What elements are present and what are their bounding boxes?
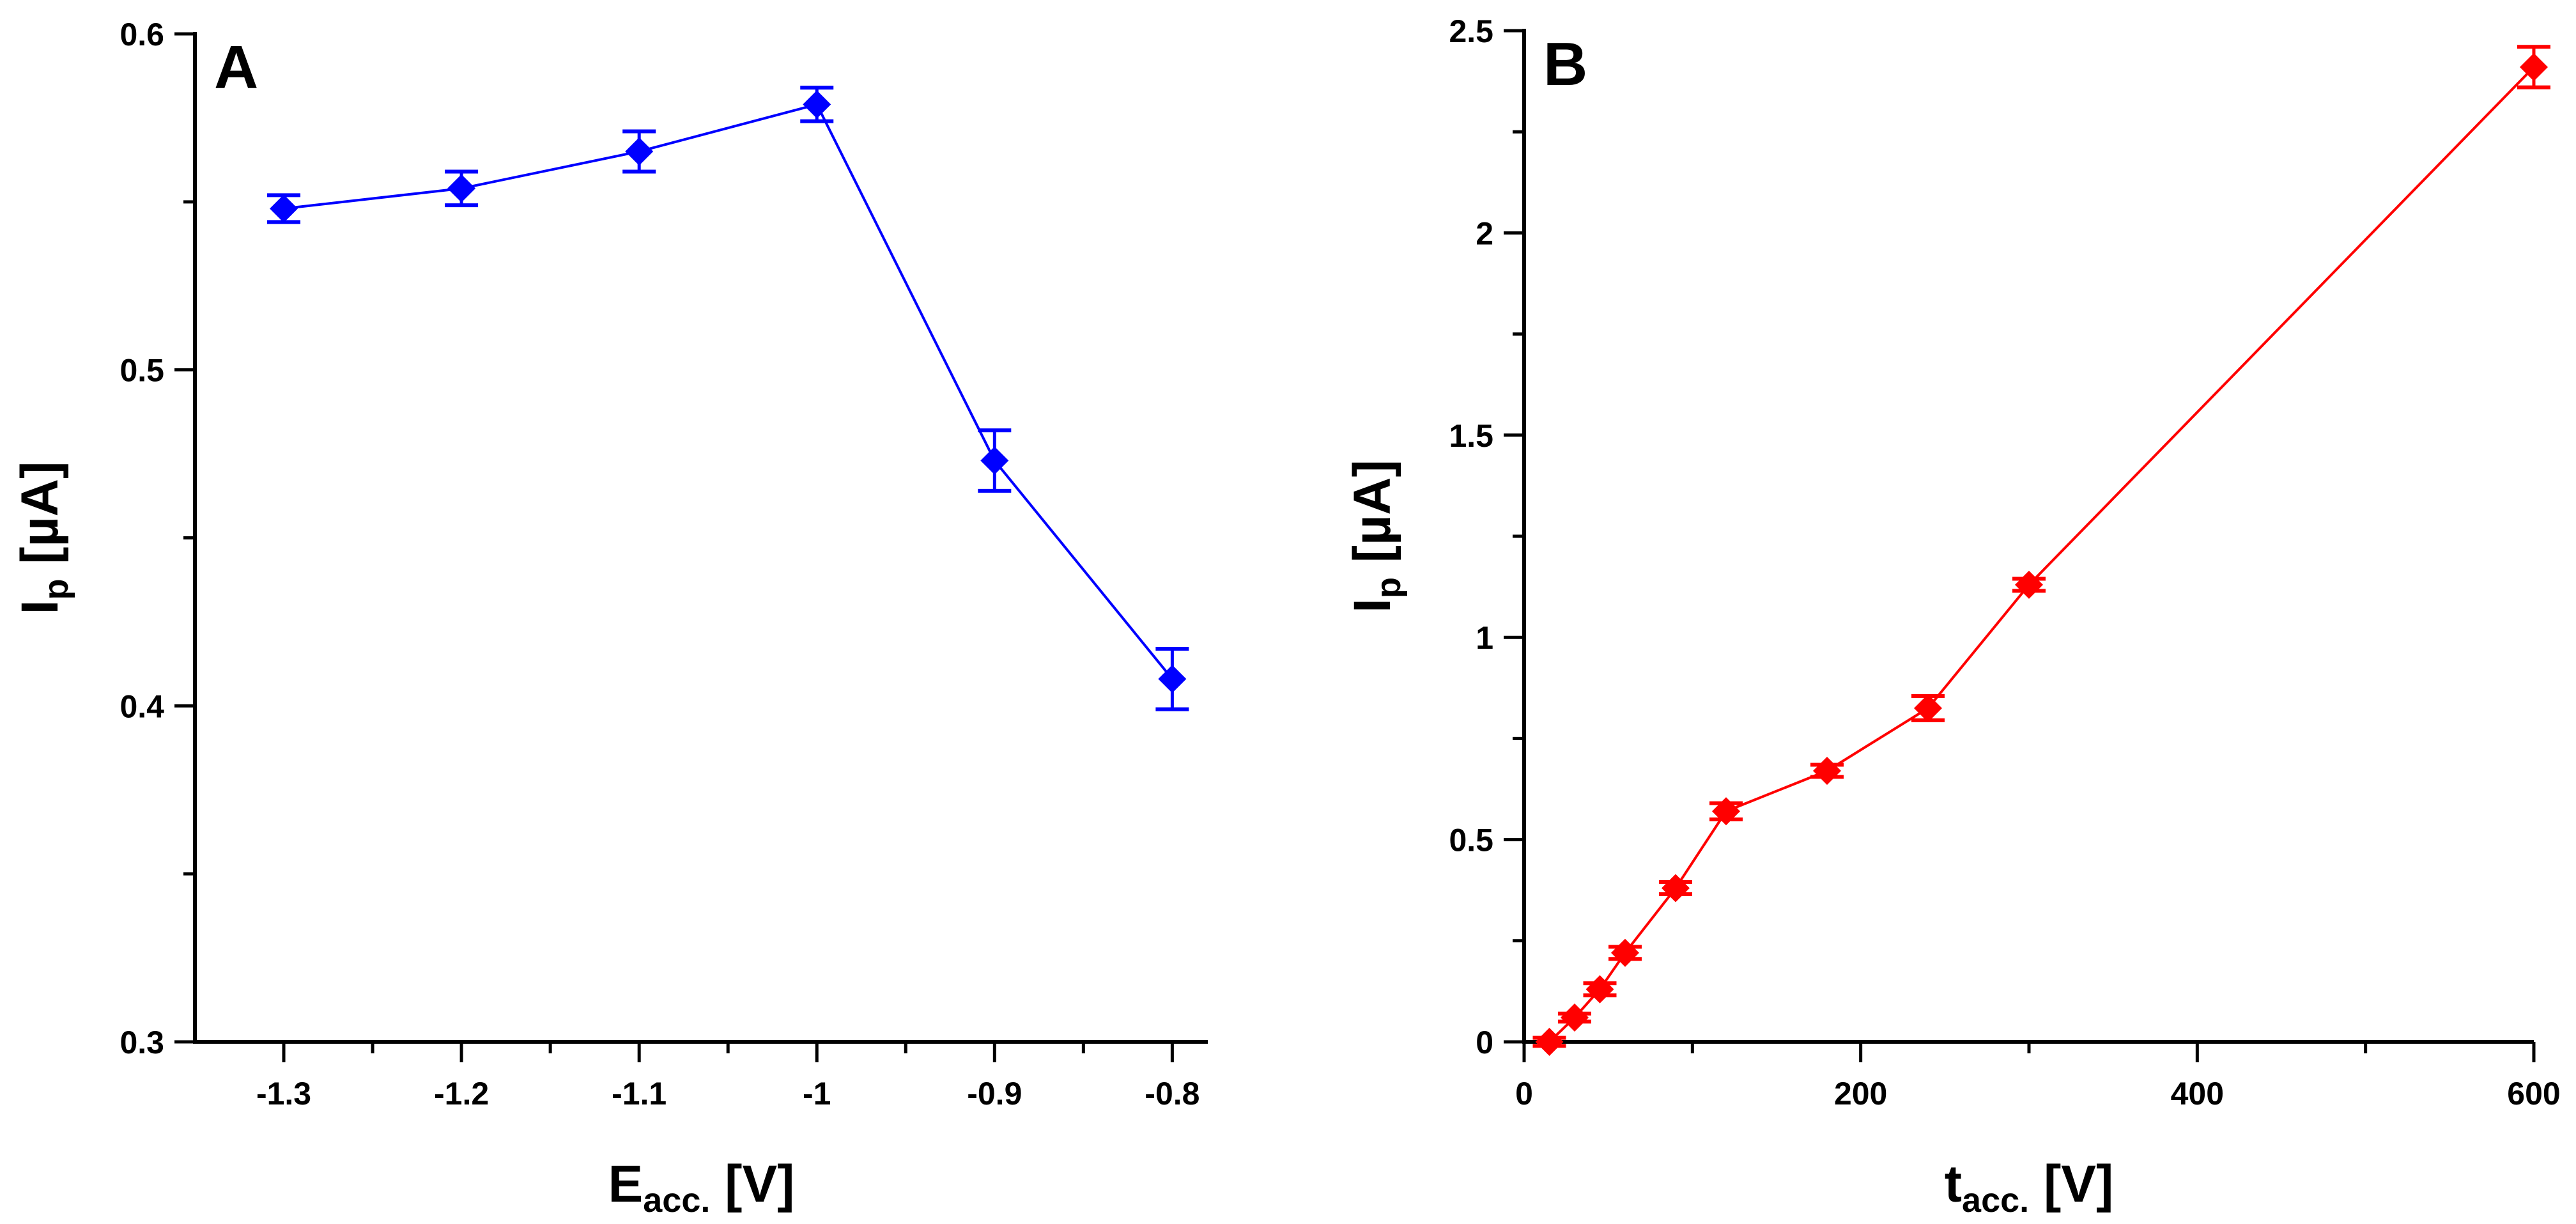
x-tick-label: -1.2 — [434, 1076, 489, 1112]
y-axis-title: Ip [µA] — [1343, 460, 1408, 613]
data-point-marker — [625, 137, 654, 166]
y-axis-title-sub: p — [37, 579, 75, 600]
x-tick-label: 400 — [2171, 1076, 2224, 1112]
y-tick-label: 2 — [1476, 215, 1493, 251]
x-tick-label: -1.3 — [256, 1076, 311, 1112]
y-tick-label: 2.5 — [1449, 13, 1493, 49]
data-point-marker — [447, 174, 476, 203]
panel-a: -1.3 -1.2 -1.1 -1 -0.9 -0.8 0.3 0.4 0.5 0.6 A Eacc.… — [11, 17, 1208, 1220]
x-axis-title: tacc. [V] — [1945, 1155, 2114, 1220]
y-axis-title-main: I — [11, 600, 69, 615]
x-tick-label: -0.9 — [967, 1076, 1022, 1112]
x-axis-title-main: t — [1945, 1155, 1962, 1213]
data-point-marker — [1561, 1003, 1589, 1032]
panel-letter: A — [214, 33, 258, 102]
x-axis-title-unit: [V] — [2029, 1155, 2113, 1213]
y-axis-title-unit: [µA] — [11, 461, 69, 579]
x-tick-label: 200 — [1834, 1076, 1887, 1112]
data-point-marker — [1611, 938, 1639, 967]
data-point-marker — [1662, 874, 1690, 903]
data-point-marker — [1914, 693, 1942, 722]
y-tick-label: 0.5 — [120, 353, 164, 389]
y-tick-label: 0.5 — [1449, 823, 1493, 858]
x-axis-title-sub: acc. — [643, 1181, 710, 1220]
y-tick-label: 0 — [1476, 1025, 1493, 1060]
data-point-marker — [270, 194, 298, 223]
data-point-marker — [803, 90, 831, 119]
y-tick-label: 0.3 — [120, 1025, 164, 1060]
panel-letter: B — [1543, 30, 1587, 98]
data-point-marker — [1813, 757, 1841, 786]
y-tick-label: 0.4 — [120, 688, 164, 724]
data-point-marker — [1585, 975, 1614, 1003]
data-point-marker — [1535, 1028, 1564, 1056]
series-line — [283, 103, 1173, 680]
y-axis-title: Ip [µA] — [11, 461, 75, 615]
data-point-marker — [1712, 797, 1740, 826]
x-axis-title: Eacc. [V] — [608, 1155, 795, 1220]
x-axis-title-sub: acc. — [1962, 1181, 2029, 1220]
x-tick-label: 600 — [2507, 1076, 2560, 1112]
x-tick-label: -1 — [803, 1076, 831, 1112]
series-line — [1548, 66, 2535, 1043]
data-point-marker — [2520, 52, 2548, 81]
y-axis-title-unit: [µA] — [1343, 460, 1401, 577]
data-point-marker — [2015, 570, 2043, 599]
y-tick-label: 0.6 — [120, 17, 164, 52]
data-point-marker — [980, 446, 1009, 475]
x-tick-label: 0 — [1515, 1076, 1533, 1112]
x-axis-title-main: E — [608, 1155, 644, 1213]
x-tick-label: -0.8 — [1145, 1076, 1199, 1112]
x-tick-label: -1.1 — [612, 1076, 667, 1112]
y-axis-title-main: I — [1343, 598, 1401, 613]
y-tick-label: 1 — [1476, 620, 1493, 656]
x-axis-title-unit: [V] — [710, 1155, 794, 1213]
data-point-marker — [1158, 665, 1187, 693]
y-axis-title-sub: p — [1369, 577, 1408, 598]
y-tick-label: 1.5 — [1449, 418, 1493, 454]
